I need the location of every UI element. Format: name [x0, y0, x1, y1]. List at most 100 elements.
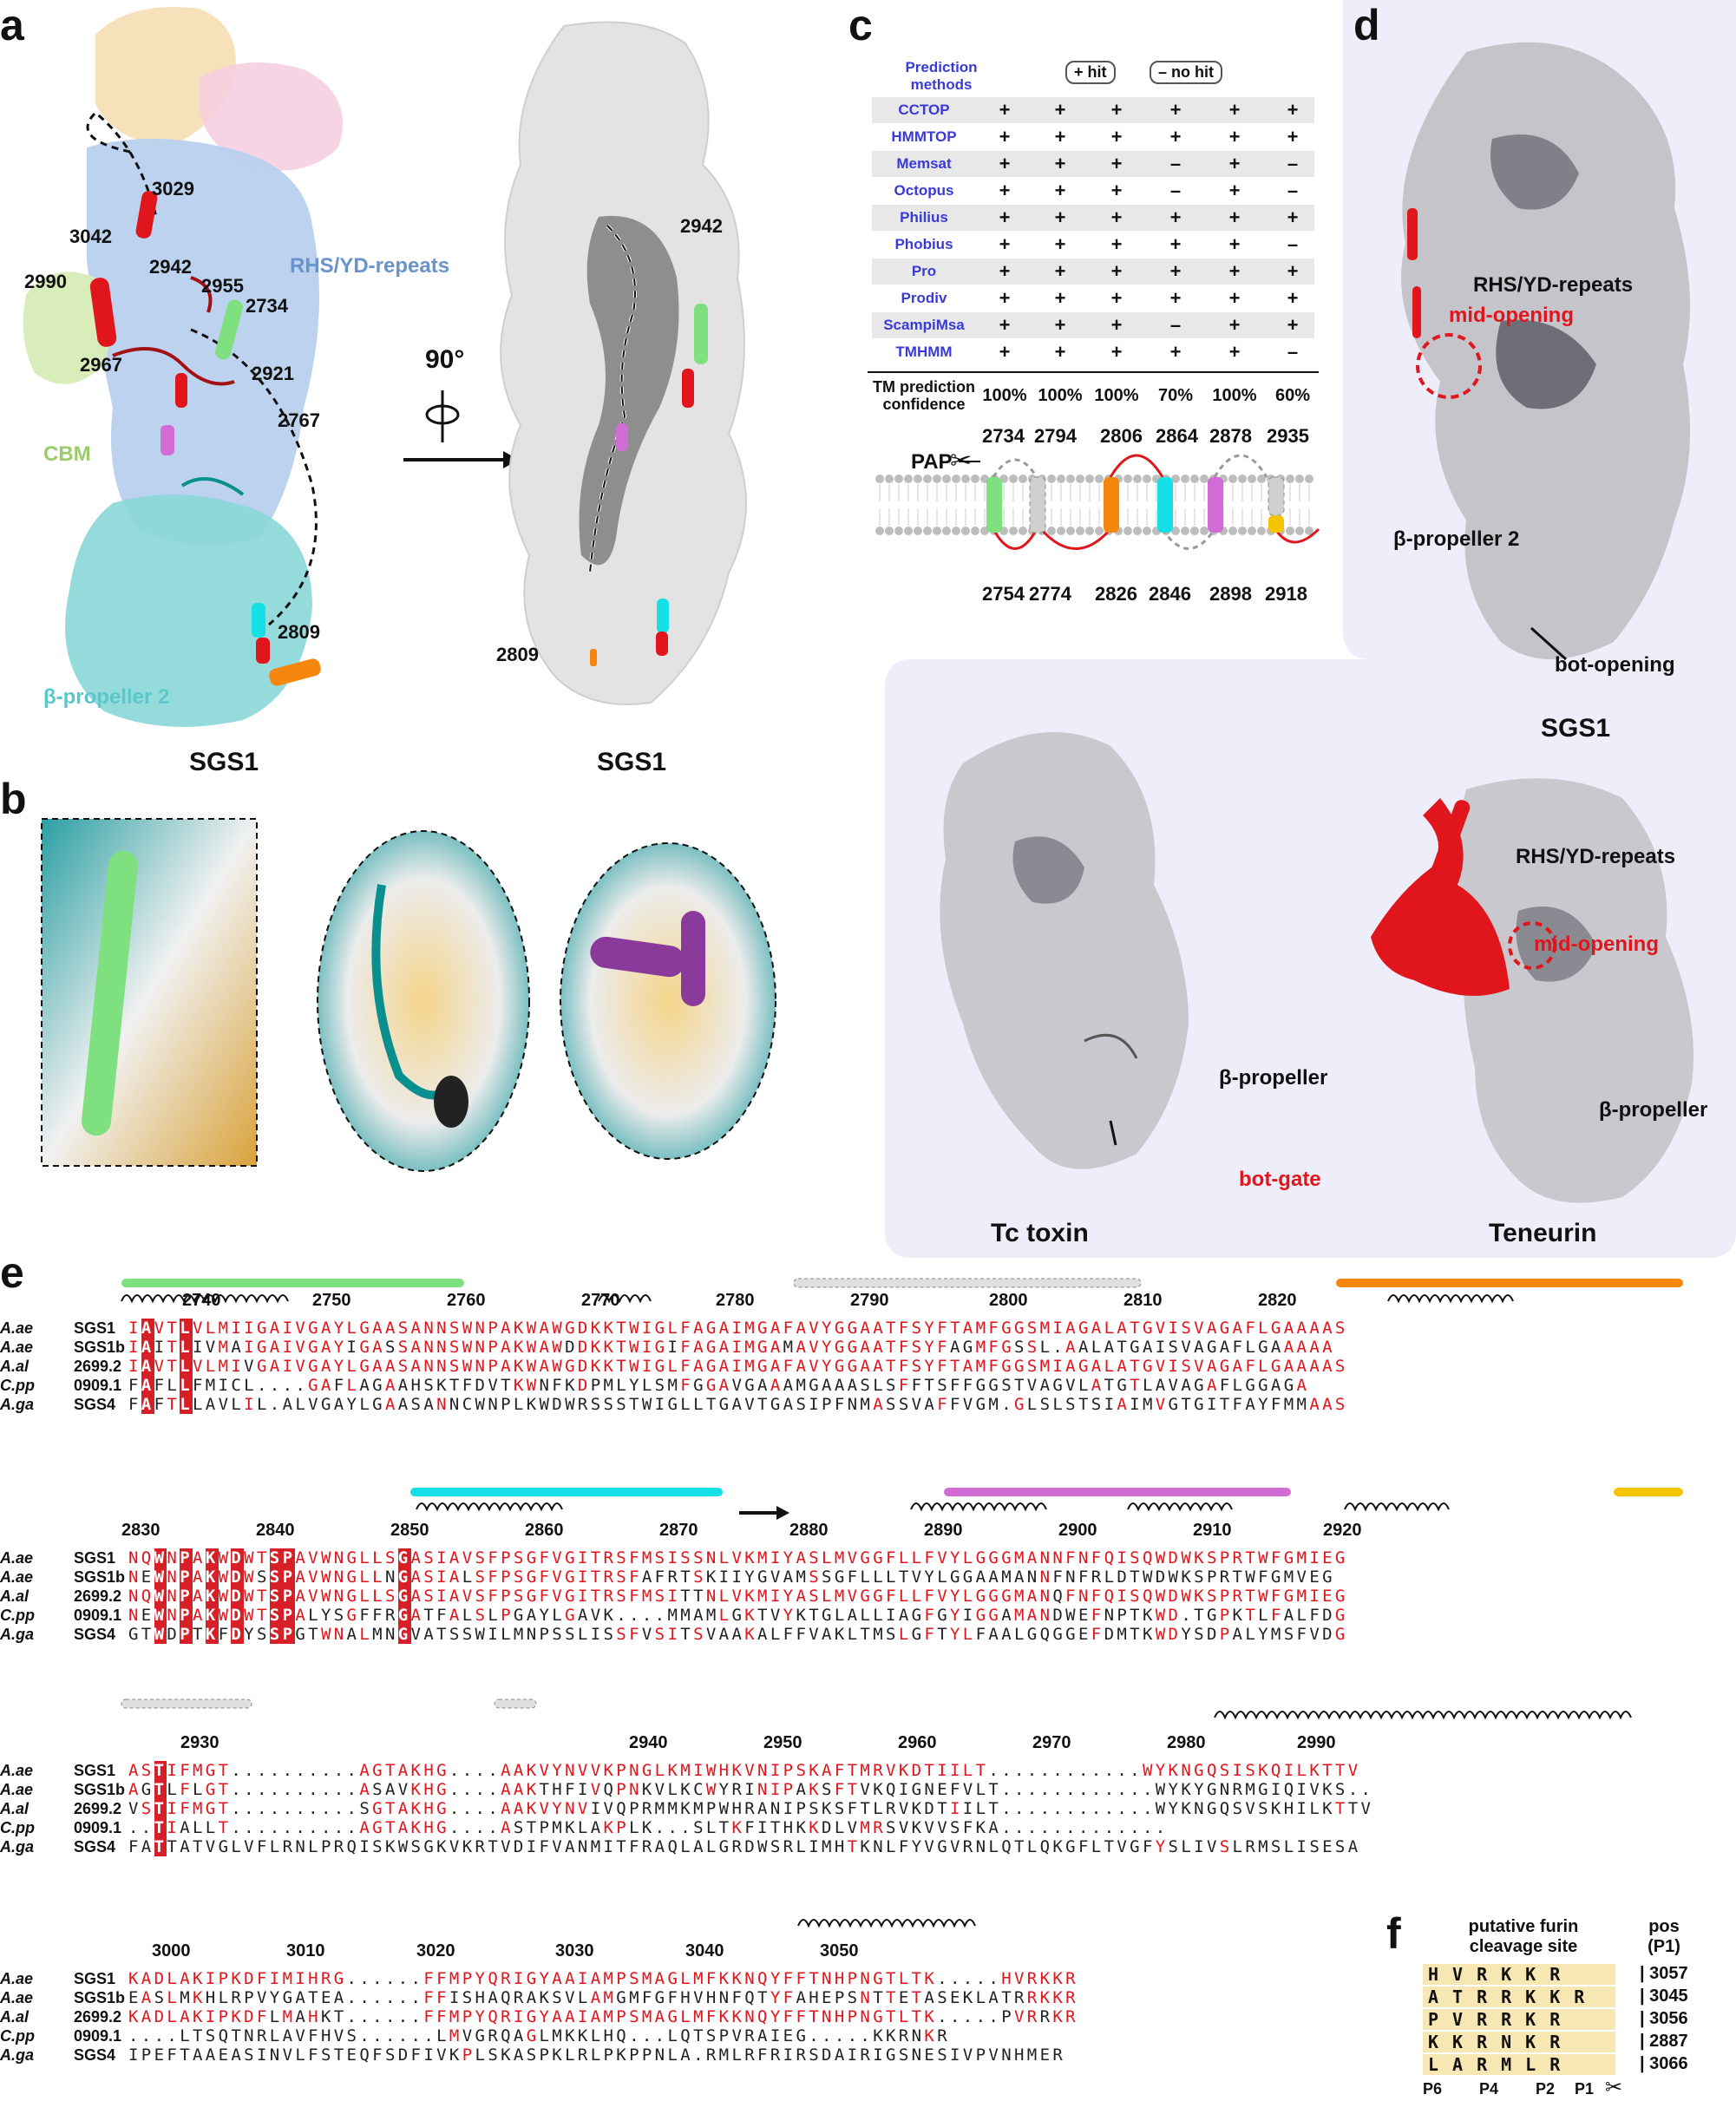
position-tick: 2750 — [312, 1291, 351, 1310]
species-label: A.ae — [0, 1319, 34, 1337]
position-tick: 2890 — [924, 1521, 963, 1540]
position-tick: 2760 — [447, 1291, 486, 1310]
d-ten-beta: β-propeller — [1599, 1098, 1708, 1122]
position-tick: 2870 — [659, 1521, 698, 1540]
method-row-scampimsa: ScampiMsa + + + – + + — [872, 312, 1314, 338]
furin-position: | 3066 — [1640, 2054, 1688, 2073]
pap-label: PAP — [911, 450, 953, 474]
d-sgs1-mid: mid-opening — [1449, 304, 1574, 327]
method-value: + — [999, 99, 1011, 121]
position-tick: 2980 — [1167, 1733, 1206, 1752]
sequence-id: 0909.1 — [74, 2027, 122, 2045]
bottom-position-label: 2774 — [1029, 583, 1071, 605]
bottom-position-label: 2918 — [1265, 583, 1307, 605]
sequence-id: SGS4 — [74, 1838, 116, 1856]
position-tick: 2960 — [898, 1733, 937, 1752]
position-tick: 2770 — [581, 1291, 620, 1310]
method-value: + — [1054, 314, 1066, 336]
scissors-icon: ✂ — [950, 447, 973, 475]
confidence-value: 60% — [1274, 386, 1311, 405]
method-value: + — [1228, 206, 1241, 228]
caption-sgs1-right: SGS1 — [597, 748, 667, 776]
sequence-id: SGS1 — [74, 1319, 116, 1337]
method-value: – — [1169, 153, 1182, 174]
furin-footer-label: P2 — [1536, 2080, 1556, 2098]
species-label: A.al — [0, 1800, 29, 1817]
position-tick: 3010 — [286, 1941, 325, 1960]
method-value: + — [999, 126, 1011, 147]
method-name: TMHMM — [895, 344, 953, 360]
d-tc-beta: β-propeller — [1219, 1066, 1328, 1090]
sequence-id: SGS4 — [74, 1396, 116, 1413]
sequence-id: 2699.2 — [74, 1800, 122, 1817]
panel-c-letter: c — [848, 1, 873, 49]
tc-toxin-surface — [940, 732, 1189, 1169]
method-value: + — [999, 233, 1011, 255]
top-position-label: 2734 — [982, 425, 1025, 447]
sequence-text: ....LTSQTNRLAVFHVS......LMVGRQAGLMKKLHQ.… — [128, 2026, 950, 2045]
label-2767: 2767 — [278, 409, 320, 431]
furin-sequence: ATRRKKR — [1423, 1986, 1615, 2007]
method-row-octopus: Octopus + + + – + – — [872, 178, 1314, 204]
method-name: CCTOP — [898, 101, 950, 118]
top-position-label: 2878 — [1209, 425, 1252, 447]
method-value: + — [1054, 153, 1066, 174]
method-value: + — [1110, 206, 1123, 228]
method-name: Octopus — [894, 182, 954, 199]
f-header-pos: pos (P1) — [1648, 1917, 1680, 1956]
panel-e-letter: e — [0, 1248, 24, 1297]
position-tick: 3020 — [416, 1941, 455, 1960]
sequence-text: IAITLIVMAIGAIVGAYIGASSANNSWNPAKWAWDDKKTW… — [128, 1338, 1335, 1357]
species-label: A.ae — [0, 1762, 34, 1779]
confidence-value: 100% — [982, 386, 1027, 405]
method-value: + — [1228, 341, 1241, 363]
label-2734: 2734 — [246, 295, 288, 317]
sgs1-surface — [1401, 42, 1690, 661]
method-value: + — [1110, 180, 1123, 201]
method-value: + — [1287, 287, 1299, 309]
method-value: + — [1287, 99, 1299, 121]
sequence-text: FAFLLFMICL....GAFLAGAAHSKTFDVTKWNFKDPMLY… — [128, 1376, 1310, 1395]
method-row-cctop: CCTOP + + + + + + — [872, 97, 1314, 123]
method-value: + — [1228, 180, 1241, 201]
furin-row: PVRRKR | 3056 — [1423, 2009, 1688, 2030]
confidence-value: 70% — [1157, 386, 1194, 405]
species-label: A.ga — [0, 1626, 35, 1643]
sequence-id: SGS4 — [74, 2046, 116, 2064]
method-row-philius: Philius + + + + + + — [872, 205, 1314, 231]
method-row-hmmtop: HMMTOP + + + + + + — [872, 124, 1314, 150]
furin-sequence: KKRNKR — [1423, 2032, 1615, 2052]
sequence-text: VSTIFMGT..........SGTAKHG....AAKVYNVIVQP… — [128, 1799, 1374, 1818]
sequence-text: ASTIFMGT..........AGTAKHG....AAKVYNVVKPN… — [128, 1761, 1361, 1780]
species-label: A.ae — [0, 1568, 34, 1586]
confidence-value: 100% — [1038, 386, 1083, 405]
label-2967: 2967 — [80, 354, 122, 376]
species-label: A.ae — [0, 1970, 34, 1987]
method-value: + — [999, 260, 1011, 282]
method-value: + — [1110, 233, 1123, 255]
sequence-id: SGS1b — [74, 1568, 126, 1586]
top-position-label: 2806 — [1100, 425, 1143, 447]
d-sgs1-bot: bot-opening — [1555, 653, 1675, 677]
method-value: + — [999, 180, 1011, 201]
d-ten-mid: mid-opening — [1534, 933, 1659, 956]
sequence-id: 2699.2 — [74, 2008, 122, 2026]
sequence-id: SGS1b — [74, 1989, 126, 2006]
species-label: A.ga — [0, 1838, 35, 1856]
membrane-topology — [875, 454, 1320, 550]
secondary-structure-annotations — [121, 1278, 1683, 1928]
confidence-value: 100% — [1212, 386, 1257, 405]
method-value: – — [1287, 233, 1299, 255]
sequence-text: IAVTLVLMIVGAIVGAYLGAASANNSWNPAKWAWGDKKTW… — [128, 1357, 1348, 1376]
method-value: + — [1169, 287, 1182, 309]
method-value: + — [1054, 206, 1066, 228]
d-tc-gate: bot-gate — [1239, 1168, 1321, 1191]
position-tick: 2860 — [525, 1521, 564, 1540]
position-tick: 2910 — [1193, 1521, 1232, 1540]
sequence-text: NQWNPAKWDWTSPAVWNGLLSGASIAVSFPSGFVGITRSF… — [128, 1587, 1348, 1606]
species-label: A.al — [0, 2008, 29, 2026]
position-tick: 2940 — [629, 1733, 668, 1752]
panel-a-left-structure — [23, 7, 343, 727]
position-tick: 2880 — [789, 1521, 829, 1540]
top-position-label: 2794 — [1034, 425, 1077, 447]
